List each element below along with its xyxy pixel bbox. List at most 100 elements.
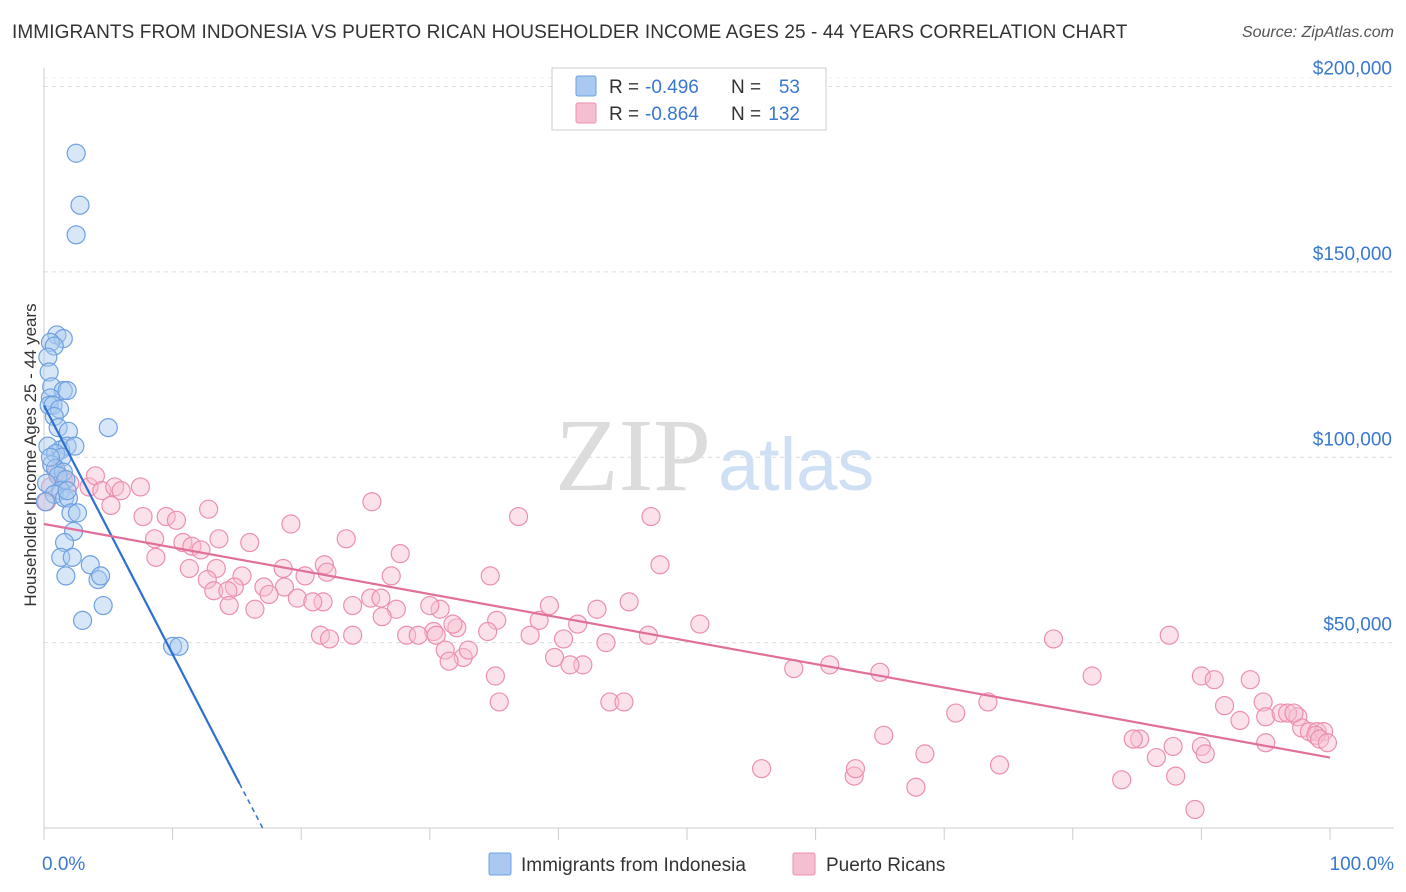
puerto-rican-point — [1163, 736, 1183, 757]
puerto-rican-point — [600, 692, 620, 712]
indonesia-point — [51, 547, 71, 567]
puerto-rican-point — [508, 506, 529, 527]
puerto-rican-point — [485, 666, 505, 686]
puerto-rican-point — [751, 759, 772, 779]
puerto-rican-point — [204, 581, 224, 601]
indonesia-point — [57, 380, 77, 401]
indonesia-point — [42, 455, 62, 475]
puerto-rican-point — [336, 529, 356, 549]
puerto-rican-point — [844, 766, 864, 786]
puerto-rican-point — [1277, 703, 1298, 723]
puerto-rican-point — [197, 570, 217, 590]
puerto-rican-point — [1214, 696, 1235, 716]
indonesia-point — [169, 636, 189, 656]
puerto-rican-point — [641, 506, 661, 527]
puerto-rican-point — [179, 558, 199, 579]
puerto-rican-point — [553, 629, 574, 649]
puerto-rican-point — [281, 514, 301, 534]
puerto-rican-point — [690, 614, 710, 634]
indonesia-point — [66, 143, 86, 163]
gridlines — [44, 77, 1394, 644]
puerto-rican-point — [1284, 703, 1304, 723]
indonesia-point — [67, 503, 88, 523]
indonesia-point — [72, 610, 93, 630]
y-tick-label: $150,000 — [1313, 244, 1392, 265]
puerto-rican-point — [313, 592, 333, 612]
r-label-blue: R = — [609, 77, 639, 98]
puerto-rican-point — [287, 588, 307, 608]
puerto-rican-point — [1146, 747, 1166, 768]
puerto-rican-point — [650, 555, 670, 575]
puerto-rican-point — [1306, 725, 1326, 745]
puerto-rican-point — [133, 506, 153, 527]
n-value-blue: 53 — [779, 77, 800, 98]
puerto-rican-point — [1123, 729, 1143, 749]
indonesia-point — [38, 436, 58, 456]
puerto-rican-point — [259, 584, 279, 605]
puerto-rican-point — [1166, 766, 1186, 786]
puerto-rican-point — [1240, 670, 1260, 690]
r-label-pink: R = — [609, 104, 639, 125]
puerto-rican-point — [568, 614, 588, 634]
legend-swatch-puerto-ricans — [792, 852, 816, 876]
x-tick-label-max: 100.0% — [1330, 854, 1395, 875]
indonesia-point — [58, 488, 79, 508]
stats-swatch-blue — [575, 75, 597, 97]
puerto-rican-point — [371, 588, 391, 608]
puerto-rican-point — [529, 610, 549, 630]
puerto-rican-point — [1256, 707, 1276, 727]
indonesia-trend-line — [43, 404, 241, 785]
puerto-rican-point — [166, 510, 187, 530]
puerto-rican-point — [874, 725, 894, 745]
source-label: Source: ZipAtlas.com — [1241, 24, 1394, 41]
puerto-rican-point — [319, 629, 340, 649]
puerto-rican-point — [870, 662, 890, 682]
puerto-rican-point — [1253, 692, 1273, 712]
legend-label-puerto-ricans: Puerto Ricans — [826, 855, 945, 876]
stats-legend-box — [551, 67, 827, 131]
indonesia-point — [98, 418, 118, 438]
legend-label-indonesia: Immigrants from Indonesia — [521, 855, 746, 876]
indonesia-point — [54, 532, 75, 553]
watermark-zip: ZIP — [555, 398, 711, 513]
puerto-rican-point — [240, 532, 260, 553]
indonesia-trend-extension — [238, 783, 264, 829]
puerto-rican-point — [978, 692, 998, 712]
puerto-rican-point — [520, 625, 540, 645]
puerto-rican-point — [489, 692, 509, 712]
series-legend: Immigrants from Indonesia Puerto Ricans — [488, 852, 945, 876]
r-value-blue: -0.496 — [645, 77, 699, 98]
legend-swatch-indonesia — [488, 852, 512, 876]
indonesia-point — [38, 347, 58, 367]
indonesia-point — [56, 566, 76, 586]
puerto-rican-point — [111, 481, 131, 501]
puerto-rican-point — [1130, 729, 1150, 749]
puerto-rican-point — [408, 625, 428, 645]
puerto-rican-point — [435, 640, 455, 660]
puerto-rican-point — [430, 599, 450, 619]
puerto-rican-point — [1256, 733, 1276, 753]
puerto-rican-point — [274, 577, 295, 597]
puerto-rican-point — [361, 588, 381, 608]
puerto-rican-point — [1112, 770, 1132, 790]
puerto-rican-point — [218, 581, 238, 601]
indonesia-point — [40, 332, 61, 352]
puerto-rican-point — [245, 599, 265, 619]
puerto-rican-point — [199, 499, 219, 519]
puerto-rican-point — [946, 703, 966, 723]
puerto-rican-point — [156, 506, 176, 527]
puerto-rican-point — [362, 492, 382, 512]
puerto-rican-point — [191, 540, 211, 560]
puerto-rican-point — [232, 566, 252, 586]
puerto-rican-point — [1204, 670, 1224, 690]
indonesia-point — [40, 447, 61, 467]
puerto-rican-point — [906, 777, 926, 797]
y-axis-label: Householder Income Ages 25 - 44 years — [21, 303, 40, 606]
puerto-rican-point — [614, 692, 634, 712]
puerto-rican-point — [101, 495, 121, 516]
indonesia-point — [35, 492, 55, 512]
puerto-rican-trend-line — [43, 522, 1331, 759]
puerto-rican-point — [314, 555, 334, 575]
indonesia-point — [61, 503, 81, 523]
indonesia-point — [70, 195, 90, 215]
